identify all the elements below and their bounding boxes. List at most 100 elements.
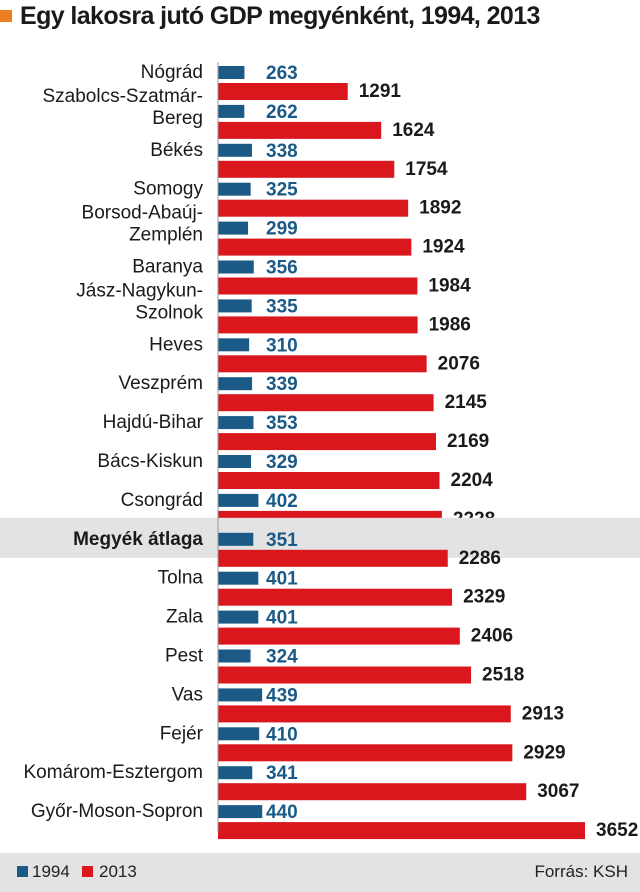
value-label-1994: 356 xyxy=(266,258,298,279)
bar-2013 xyxy=(218,160,395,178)
value-label-2013: 2076 xyxy=(438,353,480,374)
bar-1994 xyxy=(218,182,251,196)
title-marker xyxy=(0,10,12,22)
value-label-2013: 3652 xyxy=(596,820,638,841)
value-label-2013: 1924 xyxy=(422,237,465,258)
bar-2013 xyxy=(218,394,434,412)
value-label-1994: 439 xyxy=(266,685,298,706)
value-label-1994: 329 xyxy=(266,452,298,473)
legend-swatch-1994 xyxy=(17,866,28,877)
value-label-1994: 338 xyxy=(266,141,298,162)
bar-chart: Nógrád 263 1291 Szabolcs-Szatmár-Bereg 262 16… xyxy=(0,62,640,841)
bar-1994 xyxy=(218,805,263,819)
bar-2013 xyxy=(218,238,412,256)
value-label-2013: 2929 xyxy=(523,742,565,763)
category-label: Nógrád xyxy=(141,62,203,83)
bar-1994 xyxy=(218,104,245,118)
category-label: Jász-Nagykun-Szolnok xyxy=(76,280,203,323)
value-label-2013: 1291 xyxy=(359,81,402,102)
value-label-1994: 401 xyxy=(266,569,298,590)
bar-1994 xyxy=(218,649,251,663)
chart-title: Egy lakosra jutó GDP megyénként, 1994, 2… xyxy=(20,2,540,30)
bar-2013 xyxy=(218,588,453,606)
category-label-line: Borsod-Abaúj- xyxy=(82,203,203,224)
category-label: Fejér xyxy=(160,723,204,744)
value-label-2013: 2518 xyxy=(482,665,524,686)
bar-1994 xyxy=(218,532,254,546)
category-label: Csongrád xyxy=(121,490,203,511)
legend-label-1994: 1994 xyxy=(32,862,70,881)
bar-1994 xyxy=(218,143,252,157)
bar-2013 xyxy=(218,277,418,295)
bar-2013 xyxy=(218,121,382,139)
bar-2013 xyxy=(218,316,418,334)
category-label-line: Zemplén xyxy=(129,225,203,246)
bar-1994 xyxy=(218,299,252,313)
bar-2013 xyxy=(218,199,409,217)
value-label-2013: 1986 xyxy=(429,314,471,335)
category-label: Megyék átlaga xyxy=(73,529,203,550)
legend-label-2013: 2013 xyxy=(99,862,137,881)
value-label-2013: 2913 xyxy=(522,703,564,724)
category-label: Baranya xyxy=(132,257,203,278)
value-label-2013: 2145 xyxy=(445,392,488,413)
value-label-1994: 324 xyxy=(266,647,298,668)
value-label-2013: 2204 xyxy=(451,470,494,491)
value-label-2013: 1754 xyxy=(405,159,448,180)
category-label: Hajdú-Bihar xyxy=(103,412,204,433)
category-label-line: Szabolcs-Szatmár- xyxy=(43,86,204,107)
category-label-line: Jász-Nagykun- xyxy=(76,280,203,301)
bar-2013 xyxy=(218,549,448,567)
category-label: Vas xyxy=(172,684,203,705)
bar-1994 xyxy=(218,377,253,391)
bar-2013 xyxy=(218,705,511,723)
category-label: Zala xyxy=(166,607,203,628)
category-label: Somogy xyxy=(133,179,203,200)
value-label-2013: 2169 xyxy=(447,431,489,452)
value-label-1994: 353 xyxy=(266,413,298,434)
bar-1994 xyxy=(218,727,260,741)
bar-2013 xyxy=(218,666,472,684)
category-label: Borsod-Abaúj-Zemplén xyxy=(82,203,203,246)
bar-2013 xyxy=(218,744,513,762)
value-label-1994: 351 xyxy=(266,530,298,551)
value-label-1994: 335 xyxy=(266,296,298,317)
value-label-1994: 410 xyxy=(266,724,298,745)
bar-1994 xyxy=(218,455,252,468)
category-label: Békés xyxy=(150,140,203,161)
value-label-1994: 339 xyxy=(266,374,298,395)
value-label-2013: 1984 xyxy=(428,276,471,297)
category-label: Győr-Moson-Sopron xyxy=(31,801,203,822)
value-label-2013: 2406 xyxy=(471,626,513,647)
value-label-2013: 1624 xyxy=(392,120,435,141)
legend-swatch-2013 xyxy=(82,866,93,877)
bar-1994 xyxy=(218,766,253,780)
bar-2013 xyxy=(218,783,527,801)
category-label: Komárom-Esztergom xyxy=(24,762,204,783)
category-label: Tolna xyxy=(158,568,204,589)
bar-2013 xyxy=(218,83,348,100)
value-label-1994: 402 xyxy=(266,491,298,512)
category-label: Szabolcs-Szatmár-Bereg xyxy=(43,86,204,129)
bar-1994 xyxy=(218,260,254,274)
bar-1994 xyxy=(218,493,259,507)
bar-2013 xyxy=(218,822,586,840)
bar-2013 xyxy=(218,433,436,451)
value-label-1994: 401 xyxy=(266,608,298,629)
value-label-1994: 310 xyxy=(266,335,298,356)
category-label-line: Szolnok xyxy=(135,302,203,323)
value-label-1994: 262 xyxy=(266,102,298,123)
chart-footer xyxy=(0,853,640,892)
source-note: Forrás: KSH xyxy=(534,862,628,881)
bar-1994 xyxy=(218,571,259,585)
bar-1994 xyxy=(218,221,249,235)
category-label-line: Bereg xyxy=(152,108,203,129)
value-label-2013: 2286 xyxy=(459,548,501,569)
category-label: Heves xyxy=(149,334,203,355)
category-label: Bács-Kiskun xyxy=(97,451,203,472)
value-label-2013: 2329 xyxy=(463,587,505,608)
value-label-2013: 3067 xyxy=(537,781,579,802)
bar-1994 xyxy=(218,610,259,624)
category-label: Veszprém xyxy=(119,373,203,394)
value-label-1994: 263 xyxy=(266,63,298,84)
